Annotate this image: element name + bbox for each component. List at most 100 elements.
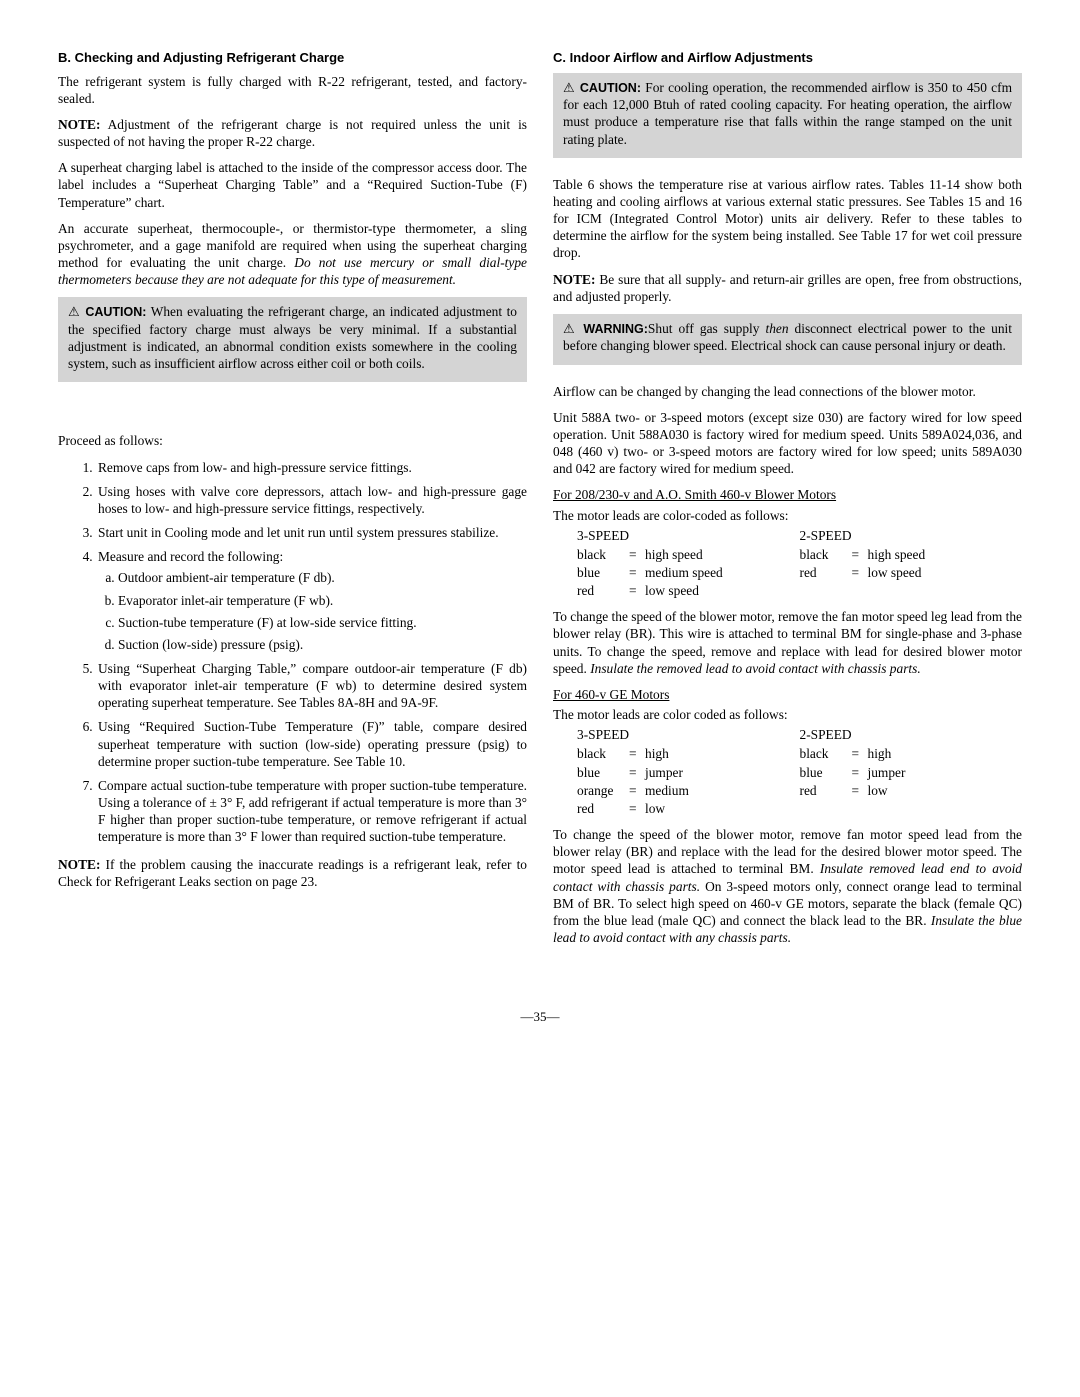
para-c5: To change the speed of the blower motor,…	[553, 608, 1022, 677]
lead-color: orange	[577, 782, 629, 799]
lead-row: blue=jumper	[577, 764, 800, 781]
step-4a: Outdoor ambient-air temperature (F db).	[118, 569, 527, 586]
step-5: Using “Superheat Charging Table,” compar…	[96, 660, 527, 711]
lead-eq: =	[629, 800, 645, 817]
lead-value: high	[645, 745, 669, 762]
note1-text: Adjustment of the refrigerant charge is …	[58, 117, 527, 149]
lead-row: blue=medium speed	[577, 564, 800, 581]
lead-table-2-3speed: 3-SPEED black=high blue=jumper orange=me…	[577, 726, 800, 818]
lead-row: red=low speed	[800, 564, 1023, 581]
para-b-note2: NOTE: If the problem causing the inaccur…	[58, 856, 527, 890]
note-label-3: NOTE:	[553, 272, 595, 287]
lead-color: blue	[577, 764, 629, 781]
lead-table-1-2speed: 2-SPEED black=high speed red=low speed	[800, 527, 1023, 601]
step-2: Using hoses with valve core depressors, …	[96, 483, 527, 517]
page-columns: B. Checking and Adjusting Refrigerant Ch…	[58, 50, 1022, 955]
motor-heading-2: For 460-v GE Motors	[553, 686, 1022, 703]
para-c2: Airflow can be changed by changing the l…	[553, 383, 1022, 400]
lead-color: red	[800, 782, 852, 799]
note3-text: Be sure that all supply- and return-air …	[553, 272, 1022, 304]
lead-head-2: 2-SPEED	[800, 527, 1023, 544]
lead-eq: =	[629, 582, 645, 599]
lead-value: high speed	[868, 546, 926, 563]
lead-color: blue	[800, 764, 852, 781]
caution-icon-2: ⚠	[563, 80, 576, 95]
caution-box-2: ⚠ CAUTION: For cooling operation, the re…	[553, 73, 1022, 158]
lead-table-2-2speed: 2-SPEED black=high blue=jumper red=low	[800, 726, 1023, 818]
procedure-list: Remove caps from low- and high-pressure …	[58, 459, 527, 846]
para-c5b: Insulate the removed lead to avoid conta…	[590, 661, 921, 676]
warning-label: WARNING:	[583, 322, 648, 336]
step-4d: Suction (low-side) pressure (psig).	[118, 636, 527, 653]
lead-row: black=high speed	[800, 546, 1023, 563]
step-4b: Evaporator inlet-air temperature (F wb).	[118, 592, 527, 609]
para-c6: The motor leads are color coded as follo…	[553, 706, 1022, 723]
lead-row: black=high speed	[577, 546, 800, 563]
lead-table-2: 3-SPEED black=high blue=jumper orange=me…	[577, 726, 1022, 818]
motor-heading-2-text: For 460-v GE Motors	[553, 687, 669, 702]
warning-box-1: ⚠ WARNING:Shut off gas supply then disco…	[553, 314, 1022, 365]
step-6: Using “Required Suction-Tube Temperature…	[96, 718, 527, 769]
lead-row: red=low speed	[577, 582, 800, 599]
heading-b: B. Checking and Adjusting Refrigerant Ch…	[58, 50, 527, 67]
lead-value: medium	[645, 782, 689, 799]
lead-color: blue	[577, 564, 629, 581]
para-c-note: NOTE: Be sure that all supply- and retur…	[553, 271, 1022, 305]
note-label: NOTE:	[58, 117, 100, 132]
para-c1: Table 6 shows the temperature rise at va…	[553, 176, 1022, 262]
lead-value: high	[868, 745, 892, 762]
lead-value: jumper	[645, 764, 683, 781]
lead-value: medium speed	[645, 564, 723, 581]
lead-value: low speed	[645, 582, 699, 599]
step-7: Compare actual suction-tube temperature …	[96, 777, 527, 846]
lead-color: red	[577, 582, 629, 599]
caution-label-1: CAUTION:	[85, 305, 146, 319]
lead-eq: =	[852, 564, 868, 581]
lead-eq: =	[629, 782, 645, 799]
lead-row: blue=jumper	[800, 764, 1023, 781]
left-column: B. Checking and Adjusting Refrigerant Ch…	[58, 50, 527, 955]
para-b1: The refrigerant system is fully charged …	[58, 73, 527, 107]
lead-value: low	[645, 800, 665, 817]
lead-color: red	[577, 800, 629, 817]
para-b-note1: NOTE: Adjustment of the refrigerant char…	[58, 116, 527, 150]
lead-value: low	[868, 782, 888, 799]
lead-color: black	[577, 745, 629, 762]
lead-value: high speed	[645, 546, 703, 563]
right-column: C. Indoor Airflow and Airflow Adjustment…	[553, 50, 1022, 955]
warning-icon: ⚠	[563, 321, 577, 336]
lead-head-3: 3-SPEED	[577, 527, 800, 544]
lead-row: orange=medium	[577, 782, 800, 799]
lead-head-3b: 3-SPEED	[577, 726, 800, 743]
caution-icon: ⚠	[68, 304, 81, 319]
lead-eq: =	[629, 764, 645, 781]
lead-eq: =	[629, 546, 645, 563]
lead-color: black	[800, 546, 852, 563]
para-c3: Unit 588A two- or 3-speed motors (except…	[553, 409, 1022, 478]
caution-box-1: ⚠ CAUTION: When evaluating the refrigera…	[58, 297, 527, 382]
lead-eq: =	[852, 782, 868, 799]
lead-row: black=high	[577, 745, 800, 762]
motor-heading-1-text: For 208/230-v and A.O. Smith 460-v Blowe…	[553, 487, 836, 502]
step-4-sublist: Outdoor ambient-air temperature (F db). …	[98, 569, 527, 653]
lead-head-2b: 2-SPEED	[800, 726, 1023, 743]
step-3: Start unit in Cooling mode and let unit …	[96, 524, 527, 541]
note-label-2: NOTE:	[58, 857, 100, 872]
lead-row: black=high	[800, 745, 1023, 762]
lead-eq: =	[852, 745, 868, 762]
para-c4: The motor leads are color-coded as follo…	[553, 507, 1022, 524]
proceed-label: Proceed as follows:	[58, 432, 527, 449]
lead-value: low speed	[868, 564, 922, 581]
para-b4: An accurate superheat, thermocouple-, or…	[58, 220, 527, 289]
step-4: Measure and record the following: Outdoo…	[96, 548, 527, 653]
para-b3: A superheat charging label is attached t…	[58, 159, 527, 210]
para-c7: To change the speed of the blower motor,…	[553, 826, 1022, 946]
lead-eq: =	[852, 764, 868, 781]
note2-text: If the problem causing the inaccurate re…	[58, 857, 527, 889]
lead-value: jumper	[868, 764, 906, 781]
page-number: —35—	[58, 1009, 1022, 1026]
motor-heading-1: For 208/230-v and A.O. Smith 460-v Blowe…	[553, 486, 1022, 503]
lead-row: red=low	[577, 800, 800, 817]
step-1: Remove caps from low- and high-pressure …	[96, 459, 527, 476]
lead-color: black	[800, 745, 852, 762]
